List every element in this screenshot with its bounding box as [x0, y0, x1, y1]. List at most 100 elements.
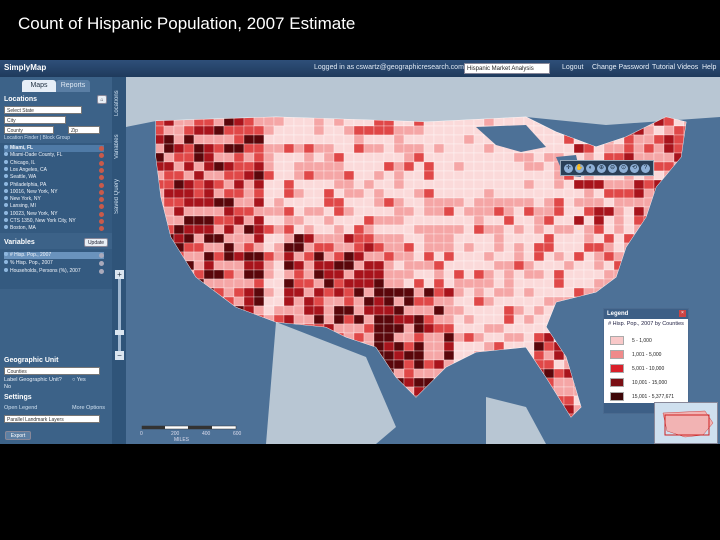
- county-field[interactable]: County: [4, 126, 54, 134]
- county-cell: [353, 179, 365, 190]
- remove-icon[interactable]: [99, 146, 104, 151]
- map-tool-icon[interactable]: ⟲: [630, 164, 639, 173]
- zoom-control[interactable]: + −: [115, 270, 124, 360]
- zoom-slider-handle[interactable]: [115, 330, 124, 335]
- county-cell: [253, 287, 265, 298]
- label-geo-yes[interactable]: ○ Yes: [72, 377, 86, 383]
- map-tool-icon[interactable]: ?: [641, 164, 650, 173]
- state-select[interactable]: Select State: [4, 106, 82, 114]
- vtab-locations[interactable]: Locations: [114, 90, 120, 116]
- location-item[interactable]: Los Angeles, CA: [4, 166, 104, 174]
- county-cell: [443, 332, 455, 343]
- export-button[interactable]: Export: [5, 431, 31, 440]
- remove-icon[interactable]: [99, 197, 104, 203]
- county-cell: [223, 143, 235, 154]
- variable-label: % Hisp. Pop., 2007: [10, 260, 53, 266]
- location-links[interactable]: Location Finder | Block Group: [4, 135, 71, 141]
- county-cell: [363, 242, 375, 253]
- location-item[interactable]: 10016, New York, NY: [4, 188, 104, 196]
- remove-icon[interactable]: [99, 189, 104, 195]
- remove-icon[interactable]: [99, 261, 104, 266]
- county-cell: [573, 359, 585, 370]
- county-cell: [573, 269, 585, 280]
- map-tool-icon[interactable]: ⊙: [619, 164, 628, 173]
- help-link[interactable]: Help: [702, 64, 717, 71]
- county-cell: [613, 206, 625, 217]
- layer-style-select[interactable]: Parallel Landmark Layers: [4, 415, 100, 423]
- county-cell: [173, 188, 185, 199]
- county-cell: [553, 341, 565, 352]
- close-icon[interactable]: ×: [679, 310, 686, 317]
- zoom-slider-track[interactable]: [118, 279, 121, 351]
- location-item[interactable]: Boston, MA: [4, 225, 104, 232]
- location-item[interactable]: Miami, FL: [4, 145, 104, 152]
- location-item[interactable]: Chicago, IL: [4, 159, 104, 167]
- vtab-variables[interactable]: Variables: [114, 134, 120, 160]
- county-cell: [453, 188, 465, 199]
- vtab-saved-query[interactable]: Saved Query: [114, 178, 120, 214]
- county-cell: [183, 341, 195, 352]
- map-tool-icon[interactable]: ⊕: [597, 164, 606, 173]
- county-cell: [363, 287, 375, 298]
- update-variables-button[interactable]: Update: [84, 238, 108, 247]
- overview-minimap[interactable]: [654, 402, 718, 444]
- choropleth-map[interactable]: [126, 77, 720, 444]
- county-cell: [343, 287, 355, 298]
- map-tool-icon[interactable]: ✛: [564, 164, 573, 173]
- change-password-link[interactable]: Change Password: [592, 64, 650, 71]
- remove-icon[interactable]: [99, 253, 104, 258]
- location-item[interactable]: 10023, New York, NY: [4, 210, 104, 218]
- map-tool-icon[interactable]: ✋: [575, 164, 584, 173]
- remove-icon[interactable]: [99, 226, 104, 232]
- location-item[interactable]: CTS 1350, New York City, NY: [4, 218, 104, 225]
- county-cell: [373, 242, 385, 253]
- zip-field[interactable]: Zip: [68, 126, 100, 134]
- remove-icon[interactable]: [99, 182, 104, 188]
- legend-header: Legend: [604, 309, 688, 319]
- remove-icon[interactable]: [99, 219, 104, 224]
- variable-item[interactable]: % Hisp. Pop., 2007: [4, 260, 104, 267]
- county-cell: [433, 215, 445, 226]
- location-item[interactable]: Miami-Dade County, FL: [4, 152, 104, 159]
- county-cell: [423, 350, 435, 361]
- remove-icon[interactable]: [99, 269, 104, 274]
- county-cell: [583, 386, 595, 397]
- zoom-in-icon[interactable]: +: [115, 270, 124, 279]
- remove-icon[interactable]: [99, 153, 104, 159]
- map-canvas[interactable]: ✛ ✋ ◐ ⊕ ⊖ ⊙ ⟲?: [126, 77, 720, 444]
- county-cell: [156, 305, 165, 316]
- county-cell: [633, 197, 645, 208]
- zoom-out-icon[interactable]: −: [115, 351, 124, 360]
- location-item[interactable]: New York, NY: [4, 196, 104, 203]
- tab-maps[interactable]: Maps: [22, 80, 56, 92]
- locations-go-button[interactable]: ⌂: [97, 95, 107, 104]
- remove-icon[interactable]: [99, 167, 104, 173]
- tab-reports[interactable]: Reports: [56, 80, 90, 92]
- open-legend-link[interactable]: Open Legend: [4, 405, 38, 411]
- city-field[interactable]: City: [4, 116, 66, 124]
- county-cell: [473, 152, 485, 163]
- map-tool-icon[interactable]: ⊖: [608, 164, 617, 173]
- county-cell: [263, 117, 275, 127]
- county-cell: [293, 242, 305, 253]
- tutorial-videos-link[interactable]: Tutorial Videos: [652, 64, 699, 71]
- location-item[interactable]: Lansing, MI: [4, 203, 104, 210]
- county-cell: [613, 278, 625, 289]
- variable-item[interactable]: # Hisp. Pop., 2007: [4, 252, 104, 259]
- location-item[interactable]: Philadelphia, PA: [4, 181, 104, 189]
- remove-icon[interactable]: [99, 175, 104, 181]
- more-options-link[interactable]: More Options: [72, 405, 106, 411]
- remove-icon[interactable]: [99, 204, 104, 210]
- remove-icon[interactable]: [99, 211, 104, 217]
- logout-link[interactable]: Logout: [562, 64, 584, 71]
- project-select[interactable]: Hispanic Market Analysis: [464, 63, 550, 74]
- county-cell: [473, 206, 485, 217]
- map-tool-icon[interactable]: ◐: [586, 164, 595, 173]
- location-item[interactable]: Seattle, WA: [4, 174, 104, 181]
- geo-unit-select[interactable]: Counties: [4, 367, 100, 375]
- label-geo-no[interactable]: No: [4, 384, 12, 390]
- county-cell: [523, 179, 535, 190]
- remove-icon[interactable]: [99, 160, 104, 166]
- county-cell: [343, 251, 355, 262]
- variable-item[interactable]: Households, Persons (%), 2007: [4, 268, 104, 275]
